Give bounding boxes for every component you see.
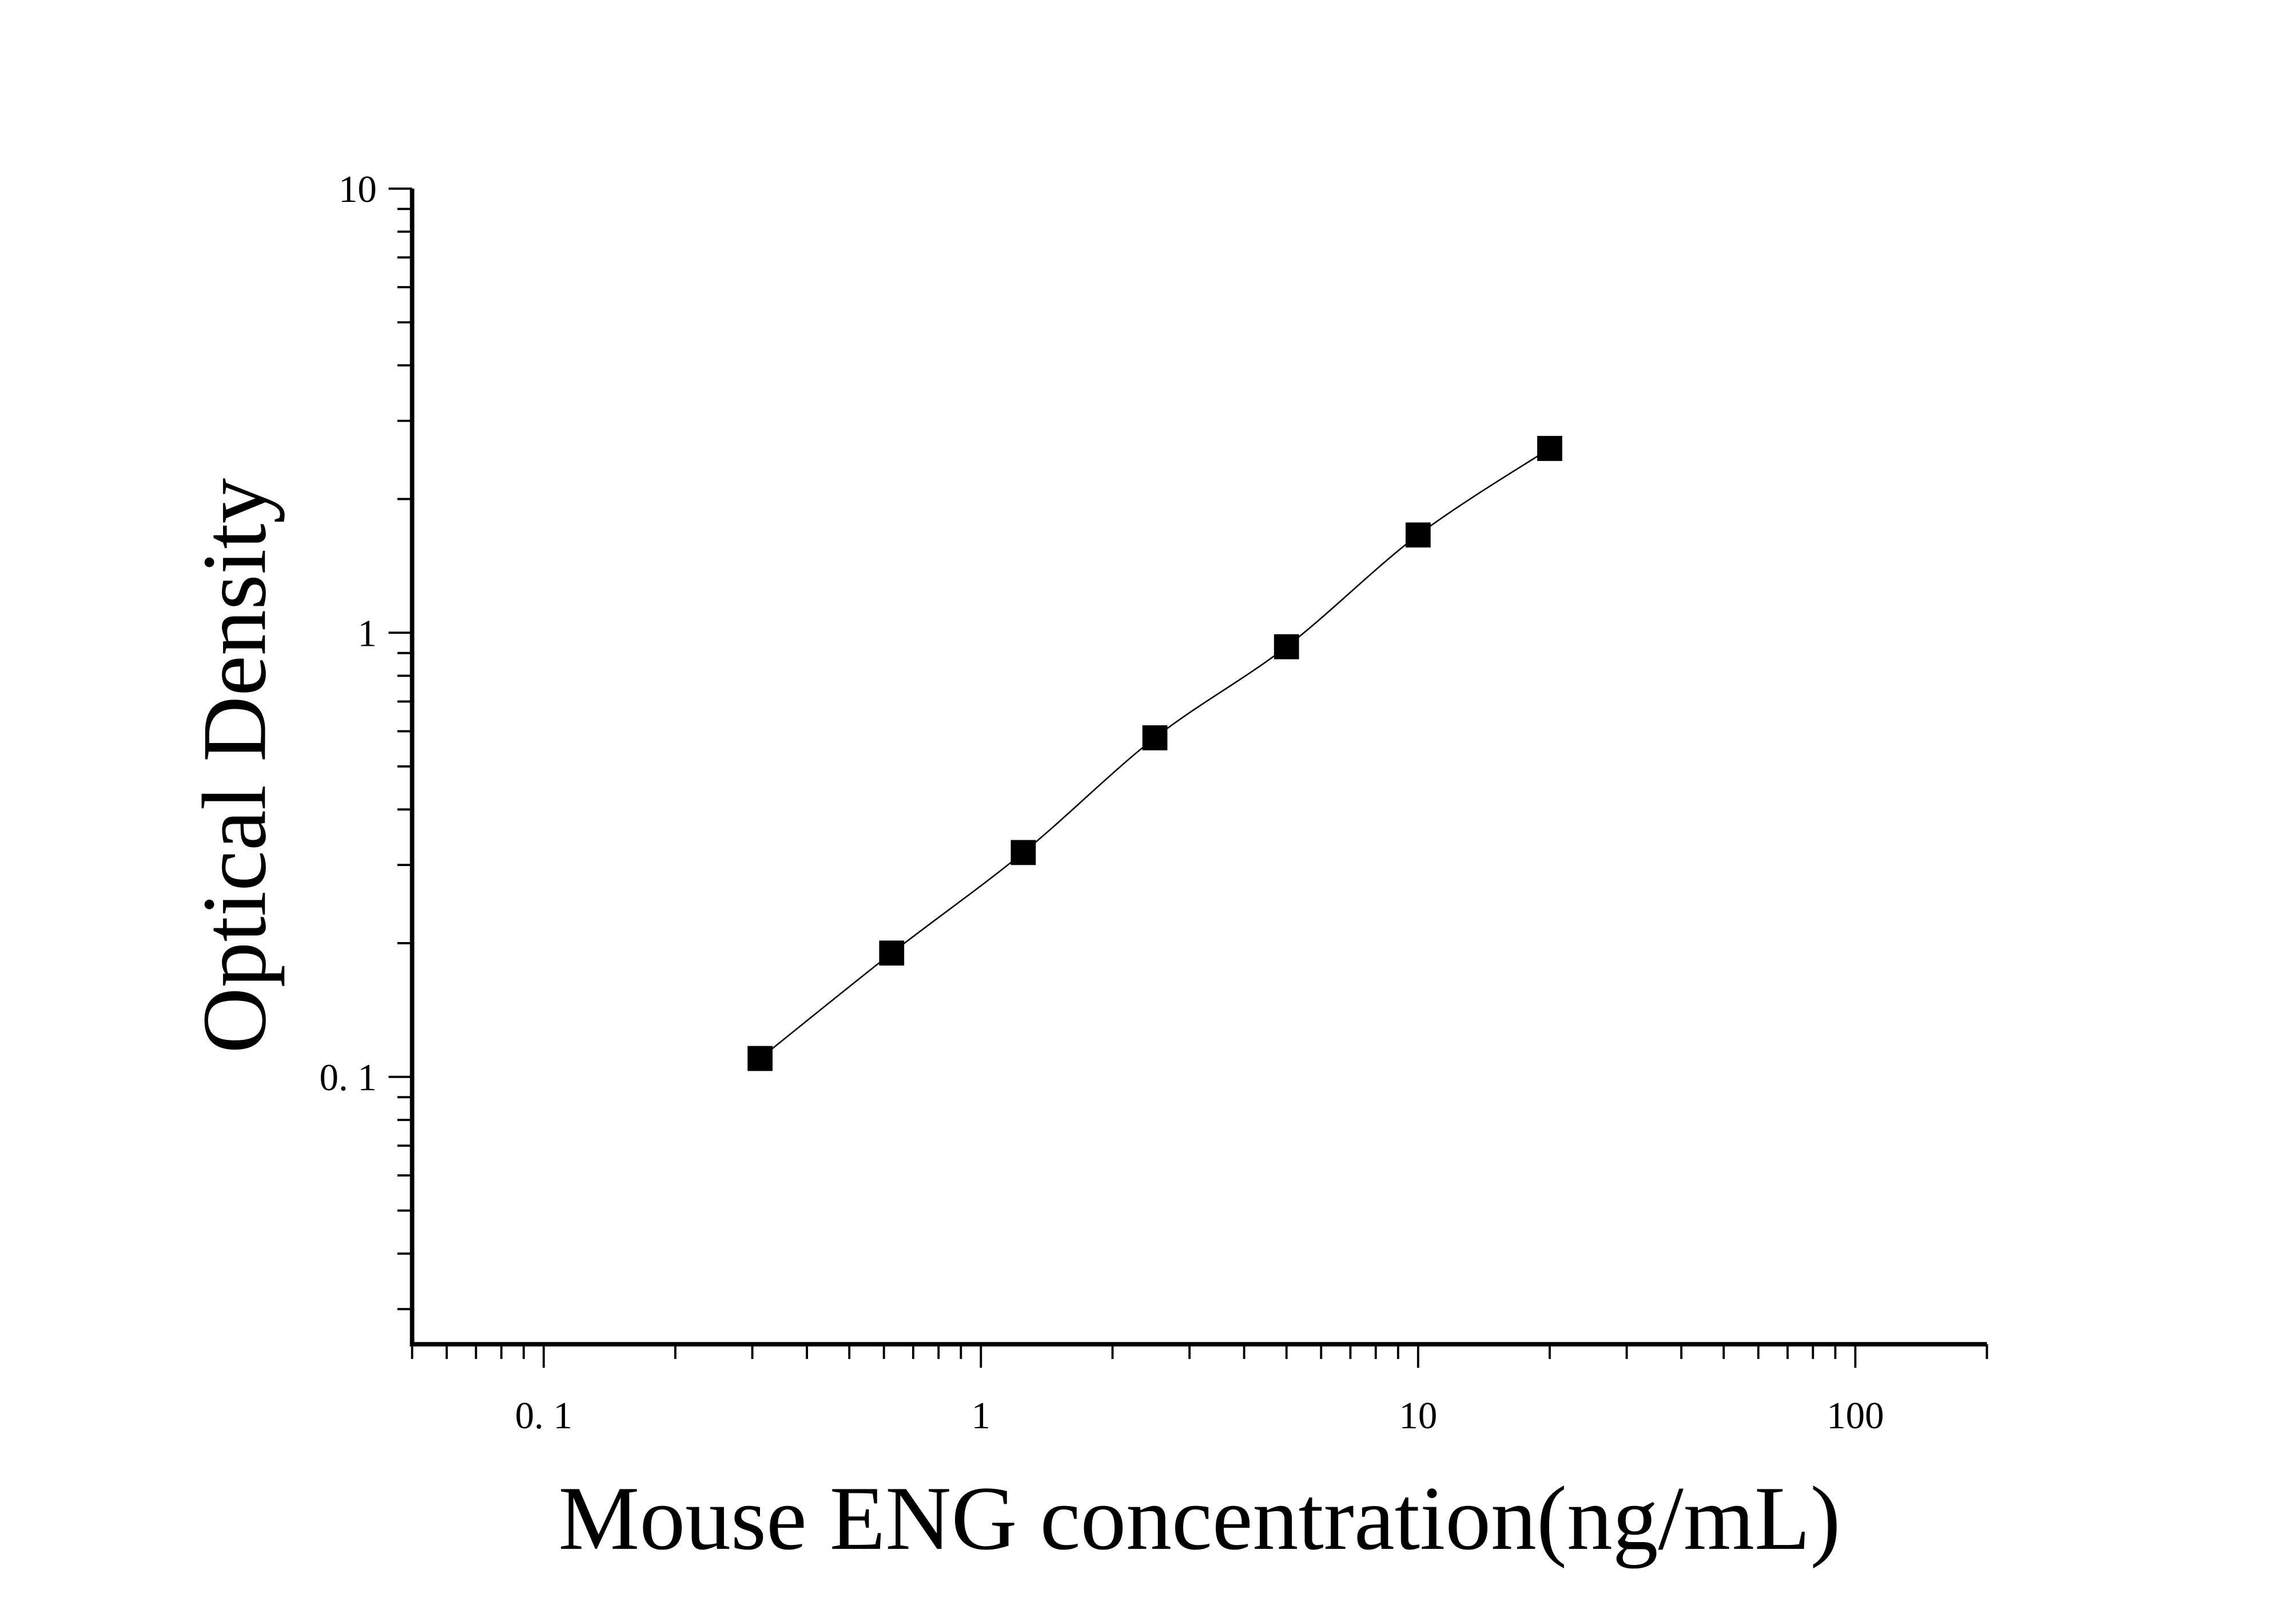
data-point (1274, 634, 1299, 660)
data-points (747, 436, 1562, 1071)
y-tick-label: 0. 1 (320, 1056, 377, 1099)
data-point (1010, 840, 1036, 865)
y-tick-label: 1 (357, 612, 376, 654)
data-point (1405, 522, 1431, 548)
x-axis-label: Mouse ENG concentration(ng/mL) (559, 1468, 1841, 1569)
data-point (1537, 436, 1562, 461)
data-point (747, 1046, 773, 1071)
y-tick-label: 10 (339, 168, 377, 210)
x-tick-label: 100 (1827, 1395, 1884, 1437)
x-tick-label: 0. 1 (515, 1395, 572, 1437)
y-axis-label: Optical Density (184, 478, 285, 1053)
x-tick-label: 10 (1399, 1395, 1437, 1437)
x-tick-label: 1 (972, 1395, 990, 1437)
data-point (1142, 725, 1168, 750)
fit-curve-group (759, 447, 1550, 1059)
data-point (879, 940, 905, 966)
fit-curve (759, 447, 1550, 1059)
axes: 0. 1 1 10 100 0. 1 1 10 (320, 168, 1988, 1437)
